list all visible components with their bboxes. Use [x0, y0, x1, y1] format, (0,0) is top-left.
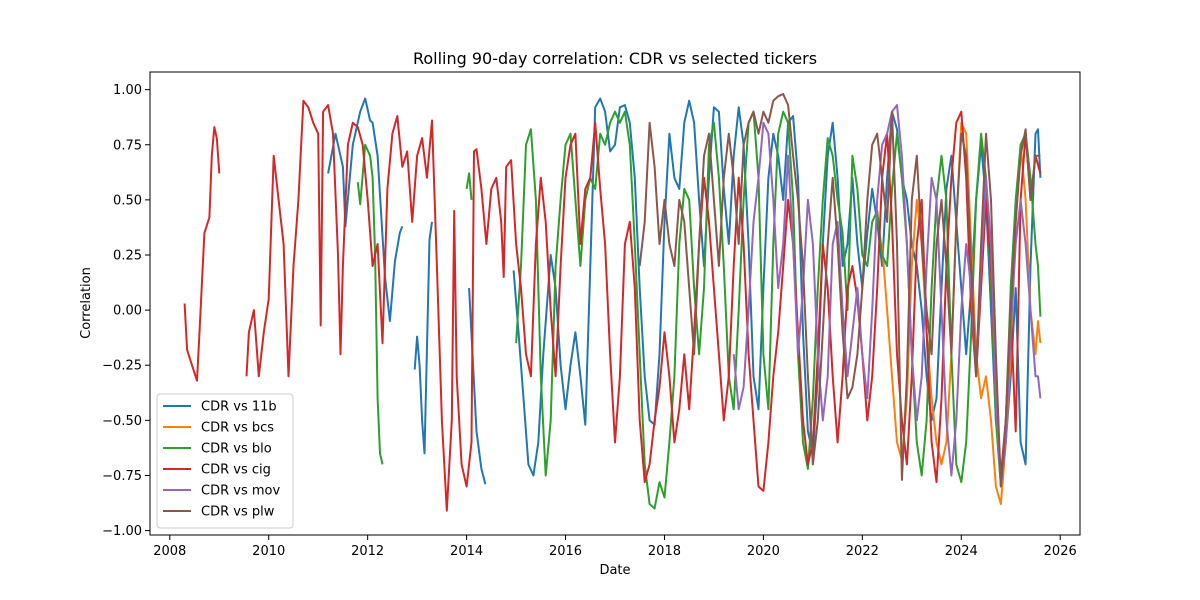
x-tick-label: 2024 [945, 544, 978, 559]
series-cdr-vs-mov [732, 104, 1042, 488]
x-tick-label: 2012 [351, 544, 384, 559]
series-line-cdr-vs-cig [183, 126, 221, 382]
x-tick-label: 2008 [153, 544, 186, 559]
x-axis-label: Date [599, 563, 630, 578]
y-tick-label: −0.25 [102, 359, 142, 374]
series-line-cdr-vs-11b [512, 97, 1042, 477]
legend-label: CDR vs blo [201, 442, 272, 457]
legend-label: CDR vs bcs [201, 421, 274, 436]
x-axis: 2008 2010 2012 2014 2016 2018 2020 2022 2024 2026 [153, 535, 1077, 559]
series-cdr-vs-11b [327, 97, 1042, 485]
x-tick-label: 2018 [648, 544, 681, 559]
x-tick-label: 2022 [846, 544, 879, 559]
y-tick-label: −1.00 [102, 524, 142, 539]
legend-label: CDR vs plw [201, 505, 275, 520]
x-tick-label: 2010 [252, 544, 285, 559]
series-line-cdr-vs-blo [356, 143, 384, 465]
y-axis: −1.00 −0.75 −0.50 −0.25 0.00 0.25 0.50 0.75 1.00 [102, 83, 150, 539]
x-tick-label: 2016 [549, 544, 582, 559]
chart-title: Rolling 90-day correlation: CDR vs selec… [413, 49, 817, 68]
series-layer [183, 93, 1042, 512]
series-cdr-vs-plw [638, 93, 1041, 488]
plot-frame [149, 71, 1081, 536]
series-line-cdr-vs-mov [732, 104, 1042, 488]
series-line-cdr-vs-11b [413, 221, 433, 455]
legend-label: CDR vs 11b [201, 400, 277, 415]
legend-label: CDR vs cig [201, 463, 271, 478]
series-line-cdr-vs-plw [638, 93, 1041, 488]
legend: CDR vs 11b CDR vs bcs CDR vs blo CDR vs cig… [156, 393, 294, 529]
x-tick-label: 2014 [450, 544, 483, 559]
y-axis-label: Correlation [79, 267, 94, 339]
series-line-cdr-vs-11b [327, 97, 404, 323]
y-tick-label: 0.00 [113, 304, 142, 319]
series-line-cdr-vs-blo [515, 110, 1042, 510]
x-tick-label: 2026 [1044, 544, 1077, 559]
y-tick-label: 0.75 [113, 138, 142, 153]
y-tick-label: 1.00 [113, 83, 142, 98]
y-tick-label: −0.75 [102, 469, 142, 484]
series-cdr-vs-blo [356, 110, 1042, 510]
y-tick-label: 0.50 [113, 193, 142, 208]
series-line-cdr-vs-blo [465, 172, 473, 200]
y-tick-label: −0.50 [102, 414, 142, 429]
x-tick-label: 2020 [747, 544, 780, 559]
y-tick-label: 0.25 [113, 248, 142, 263]
legend-label: CDR vs mov [201, 484, 280, 499]
series-line-cdr-vs-11b [468, 288, 487, 485]
